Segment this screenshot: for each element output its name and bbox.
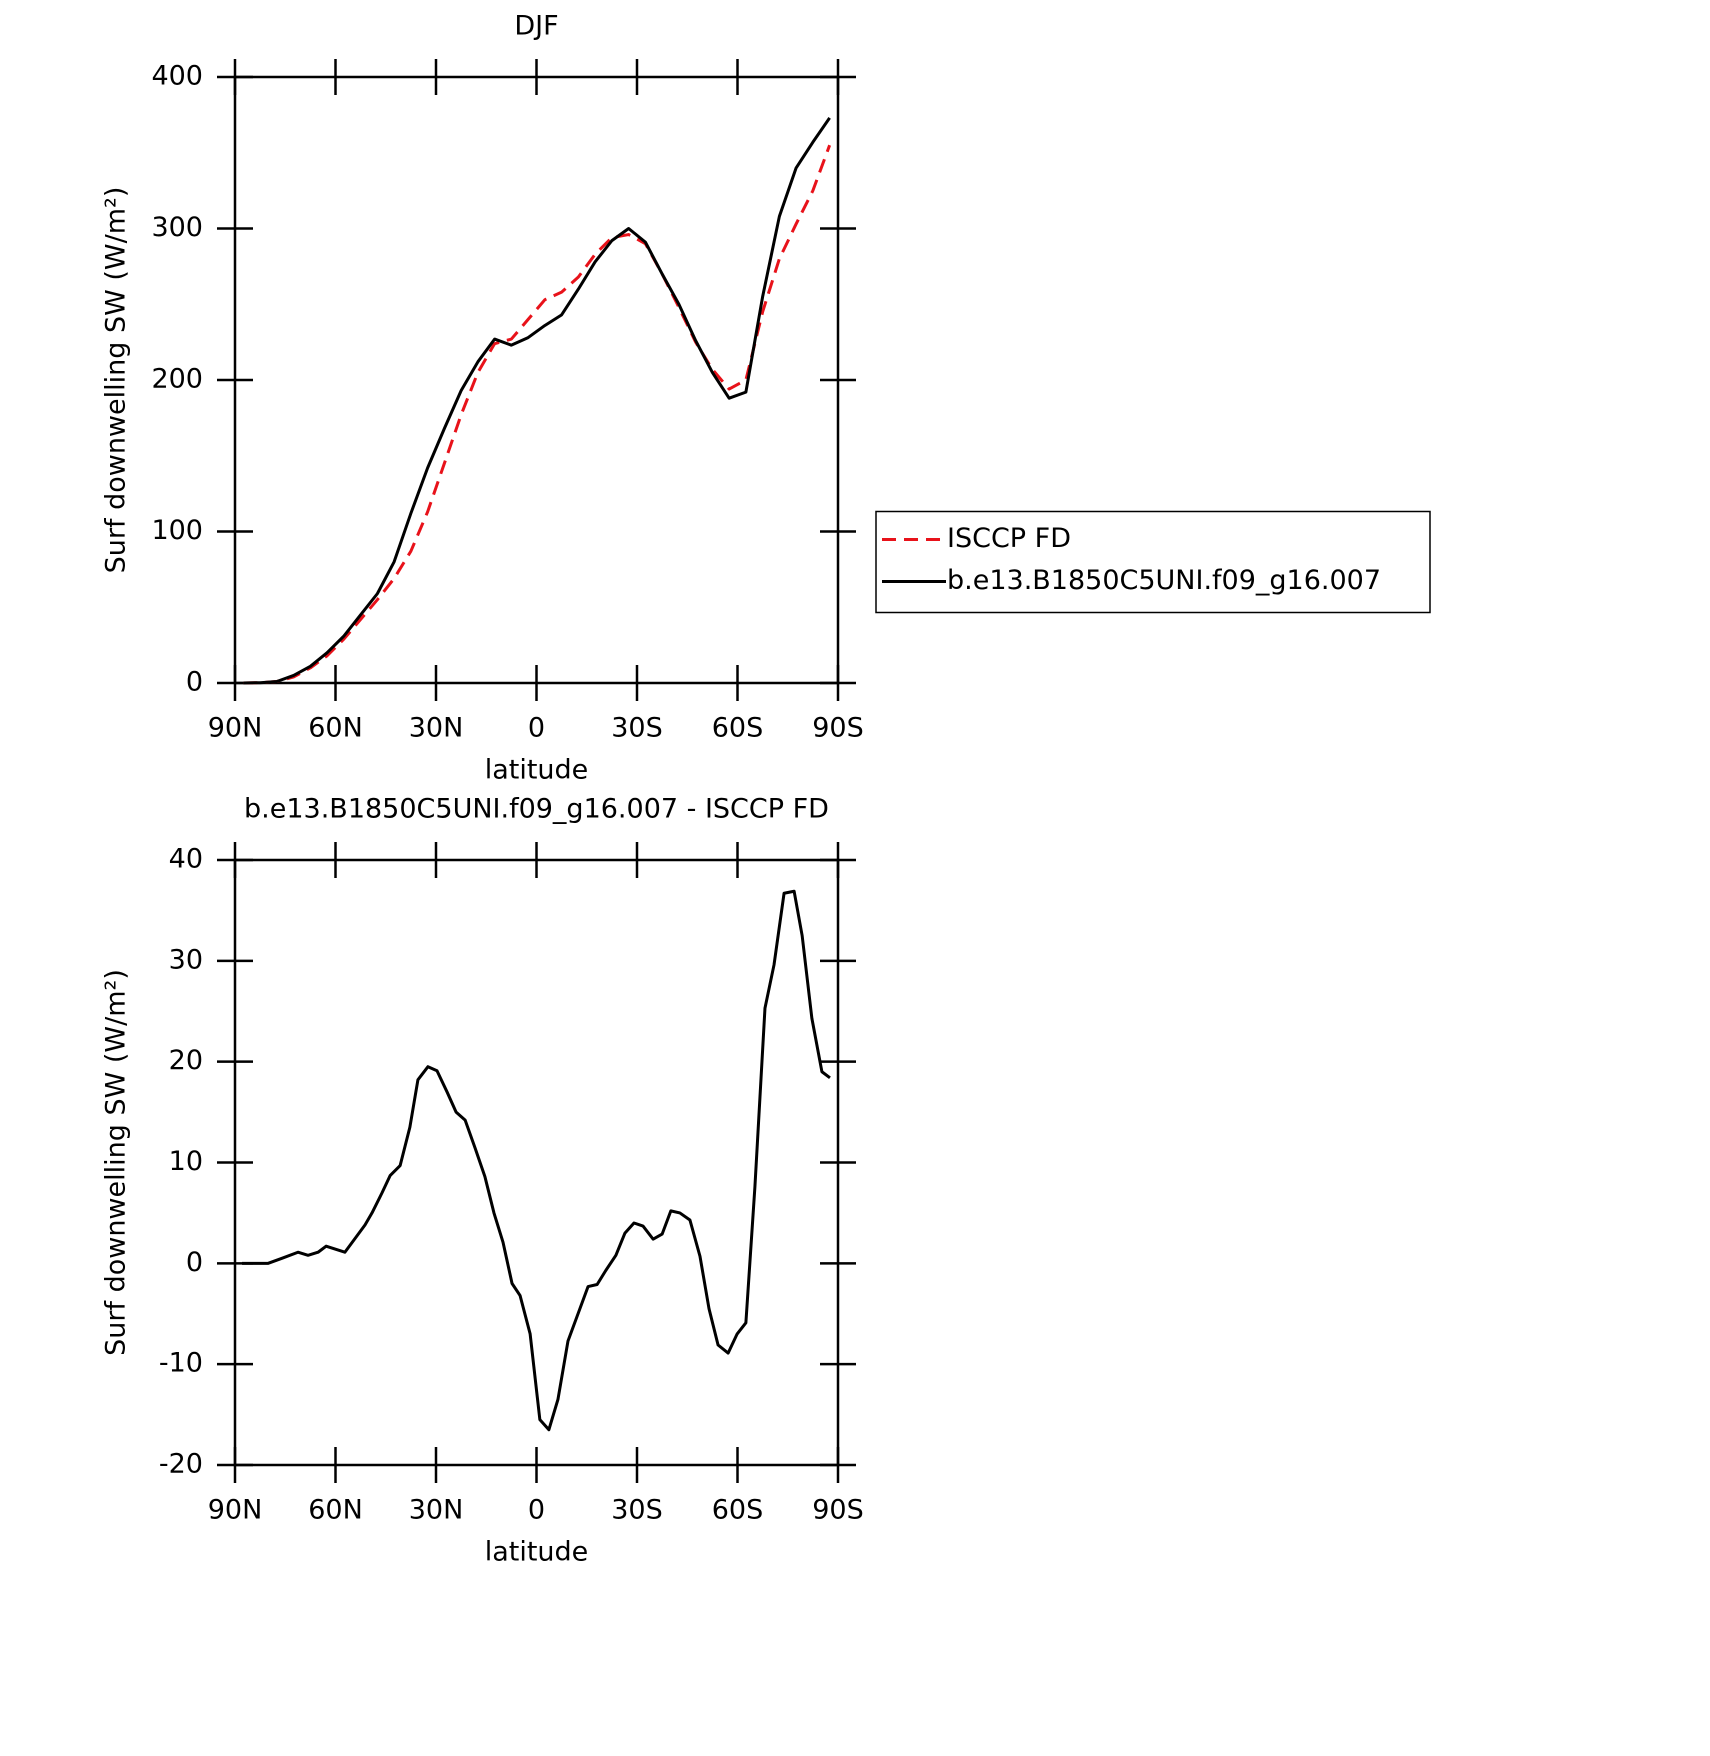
y-axis-label: Surf downwelling SW (W/m²) [101,187,132,574]
y-tick-label: 0 [186,667,203,698]
data-line [243,117,831,685]
x-tick-label: 30S [611,713,663,744]
y-tick-label: 30 [169,944,203,975]
y-tick-label: 0 [186,1247,203,1278]
y-tick-label: 300 [151,212,203,243]
legend-label: b.e13.B1850C5UNI.f09_g16.007 [947,565,1381,596]
x-tick-label: 60N [308,713,363,744]
y-axis-label: Surf downwelling SW (W/m²) [101,969,132,1356]
x-tick-label: 60N [308,1495,363,1526]
x-tick-label: 60S [712,713,764,744]
data-line [243,144,832,685]
y-tick-label: 40 [169,844,203,875]
chart-title: DJF [514,11,558,42]
y-tick-label: 20 [169,1045,203,1076]
x-tick-label: 60S [712,1495,764,1526]
x-tick-label: 90N [208,713,263,744]
y-tick-label: 100 [151,515,203,546]
x-tick-label: 0 [528,1495,545,1526]
plot-frame [233,75,840,685]
plot-frame [233,858,840,1467]
legend-box [875,510,1431,614]
x-tick-label: 0 [528,713,545,744]
y-tick-label: 10 [169,1146,203,1177]
x-tick-label: 30N [409,713,464,744]
chart-title: b.e13.B1850C5UNI.f09_g16.007 - ISCCP FD [244,794,829,825]
legend: ISCCP FD b.e13.B1850C5UNI.f09_g16.007 [875,510,1431,614]
legend-label: ISCCP FD [947,523,1071,554]
x-tick-label: 90N [208,1495,263,1526]
y-tick-label: -10 [159,1348,203,1379]
x-axis-label: latitude [485,755,589,786]
x-tick-label: 90S [812,1495,864,1526]
x-tick-label: 30S [611,1495,663,1526]
x-tick-label: 90S [812,713,864,744]
y-tick-label: 400 [151,61,203,92]
y-tick-label: -20 [159,1449,203,1480]
data-line [242,889,831,1432]
x-axis-label: latitude [485,1537,589,1568]
x-tick-label: 30N [409,1495,464,1526]
y-tick-label: 200 [151,364,203,395]
